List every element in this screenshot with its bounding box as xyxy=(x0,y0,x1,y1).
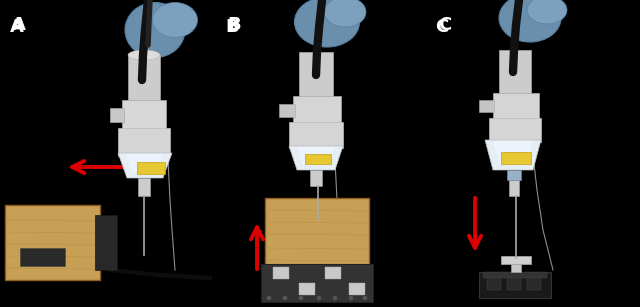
Bar xyxy=(5,205,100,280)
Bar xyxy=(507,170,521,180)
Circle shape xyxy=(349,296,353,301)
Circle shape xyxy=(333,296,337,301)
Polygon shape xyxy=(289,146,343,170)
Bar xyxy=(349,283,365,295)
Bar xyxy=(138,178,150,196)
Bar xyxy=(325,267,341,279)
Bar xyxy=(483,272,547,278)
Polygon shape xyxy=(493,141,533,165)
Bar xyxy=(479,272,551,298)
Bar xyxy=(273,267,289,279)
Bar xyxy=(95,215,117,270)
Ellipse shape xyxy=(294,0,360,47)
Bar xyxy=(118,128,170,156)
Bar xyxy=(279,104,295,117)
Polygon shape xyxy=(118,153,172,178)
Text: C: C xyxy=(438,16,451,34)
Text: C: C xyxy=(435,18,448,36)
Bar xyxy=(265,198,369,268)
Bar xyxy=(289,122,343,148)
Circle shape xyxy=(298,296,303,301)
Circle shape xyxy=(317,296,321,301)
Ellipse shape xyxy=(527,0,567,24)
Polygon shape xyxy=(126,154,163,172)
Circle shape xyxy=(282,296,287,301)
Ellipse shape xyxy=(128,50,160,60)
Bar xyxy=(499,50,531,96)
Bar xyxy=(479,100,494,112)
Ellipse shape xyxy=(499,0,561,42)
Bar xyxy=(527,278,541,290)
Bar xyxy=(501,152,531,164)
Bar xyxy=(511,264,521,272)
Bar xyxy=(110,108,124,122)
Circle shape xyxy=(362,296,367,301)
Text: B: B xyxy=(225,18,239,36)
Polygon shape xyxy=(297,147,335,165)
Text: A: A xyxy=(12,16,26,34)
Bar xyxy=(493,93,539,119)
Bar xyxy=(305,154,331,164)
Bar xyxy=(122,100,166,130)
Bar xyxy=(487,278,501,290)
Polygon shape xyxy=(485,140,541,170)
Bar xyxy=(501,256,531,264)
Bar xyxy=(261,264,373,302)
Bar xyxy=(137,162,165,174)
Text: B: B xyxy=(227,16,241,34)
Ellipse shape xyxy=(324,0,366,27)
Bar xyxy=(299,52,333,100)
Ellipse shape xyxy=(125,2,185,57)
Bar xyxy=(293,96,341,124)
Bar xyxy=(128,55,160,105)
Ellipse shape xyxy=(152,2,198,37)
Bar xyxy=(489,118,541,142)
Bar xyxy=(310,170,322,186)
Bar xyxy=(299,283,315,295)
Circle shape xyxy=(266,296,271,301)
Text: A: A xyxy=(10,18,24,36)
Bar xyxy=(20,248,65,266)
Bar xyxy=(507,278,521,290)
Bar xyxy=(509,180,519,196)
